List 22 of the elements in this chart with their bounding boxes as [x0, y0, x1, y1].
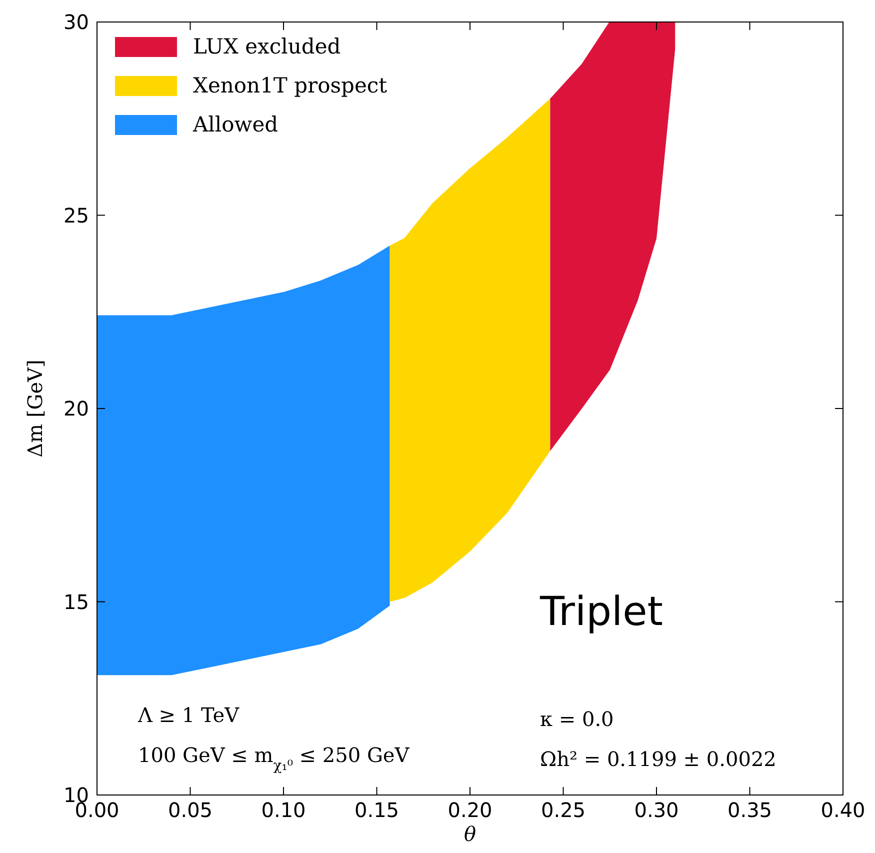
legend-label: Allowed [192, 112, 278, 136]
x-tick-label: 0.25 [540, 798, 586, 822]
x-axis-title: θ [464, 822, 476, 846]
annotation: Λ ≥ 1 TeV [137, 703, 240, 727]
annotation: κ = 0.0 [540, 707, 614, 731]
x-tick-label: 0.20 [448, 798, 492, 822]
y-tick-label: 15 [64, 590, 89, 614]
y-tick-label: 25 [64, 203, 89, 228]
x-tick-label: 0.05 [168, 798, 213, 822]
y-tick-label: 30 [64, 10, 89, 34]
x-tick-label: 0.40 [820, 798, 866, 822]
x-tick-label: 0.35 [727, 798, 772, 822]
x-tick-label: 0.30 [634, 798, 679, 822]
y-tick-label: 20 [64, 396, 89, 420]
x-tick-label: 0.15 [354, 798, 400, 822]
legend-label: Xenon1T prospect [193, 73, 388, 98]
y-axis-title: Δm [GeV] [23, 360, 47, 458]
x-tick-label: 0.10 [261, 798, 306, 822]
annotation: Triplet [539, 589, 663, 635]
annotation: Ωh² = 0.1199 ± 0.0022 [540, 747, 776, 771]
annotation: 100 GeV ≤ m$_{χ₁⁰}$ ≤ 250 GeV [138, 743, 410, 774]
legend-label: LUX excluded [193, 34, 341, 58]
